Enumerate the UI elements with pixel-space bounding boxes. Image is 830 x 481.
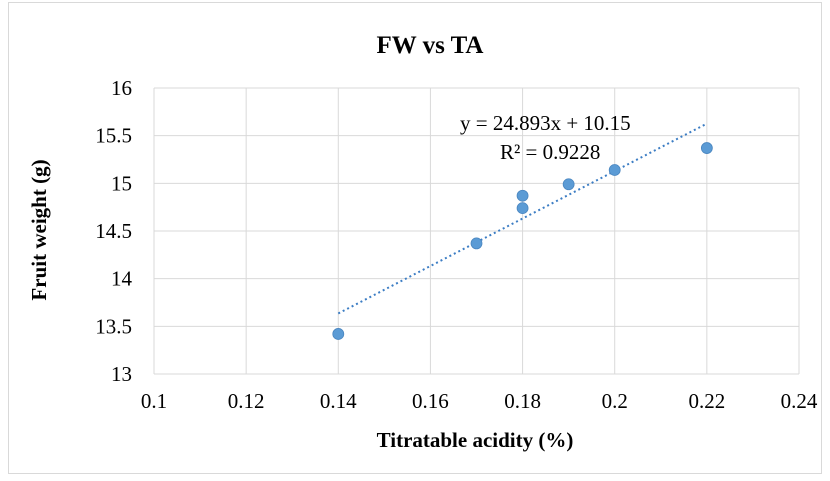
y-tick-label: 15.5: [95, 124, 132, 148]
x-tick-label: 0.18: [504, 389, 541, 413]
x-tick-label: 0.2: [602, 389, 628, 413]
y-tick-label: 14: [111, 267, 133, 291]
y-tick-label: 15: [111, 171, 132, 195]
data-point: [516, 202, 529, 215]
y-axis-title: Fruit weight (g): [27, 159, 51, 300]
data-point: [608, 164, 621, 176]
x-axis-title: Titratable acidity (%): [377, 428, 574, 452]
x-tick-label: 0.16: [412, 389, 449, 413]
y-tick-label: 13.5: [95, 314, 132, 338]
gridlines: [153, 87, 800, 375]
x-tick-label: 0.1: [141, 389, 167, 413]
trendline-r2: R² = 0.9228: [500, 140, 600, 164]
y-tick-label: 14.5: [95, 219, 132, 243]
trendline: [337, 122, 708, 315]
x-tick-label: 0.24: [781, 389, 818, 413]
x-tick-label: 0.14: [320, 389, 357, 413]
y-tick-label: 16: [111, 76, 132, 100]
x-tick-label: 0.22: [688, 389, 725, 413]
chart-frame: [8, 2, 822, 474]
data-points: [332, 142, 713, 340]
tick-labels: 0.1 0.12 0.14 0.16 0.18 0.2 0.22 0.24 13 13.5 14 14…: [95, 76, 818, 413]
data-point: [332, 328, 345, 340]
chart-title: FW vs TA: [377, 32, 484, 59]
trendline-equation: y = 24.893x + 10.15: [460, 111, 631, 135]
y-tick-label: 13: [111, 362, 132, 386]
x-tick-label: 0.12: [228, 389, 265, 413]
data-point: [516, 189, 529, 202]
data-point: [562, 178, 575, 191]
data-point: [470, 237, 483, 250]
data-point: [700, 142, 713, 154]
